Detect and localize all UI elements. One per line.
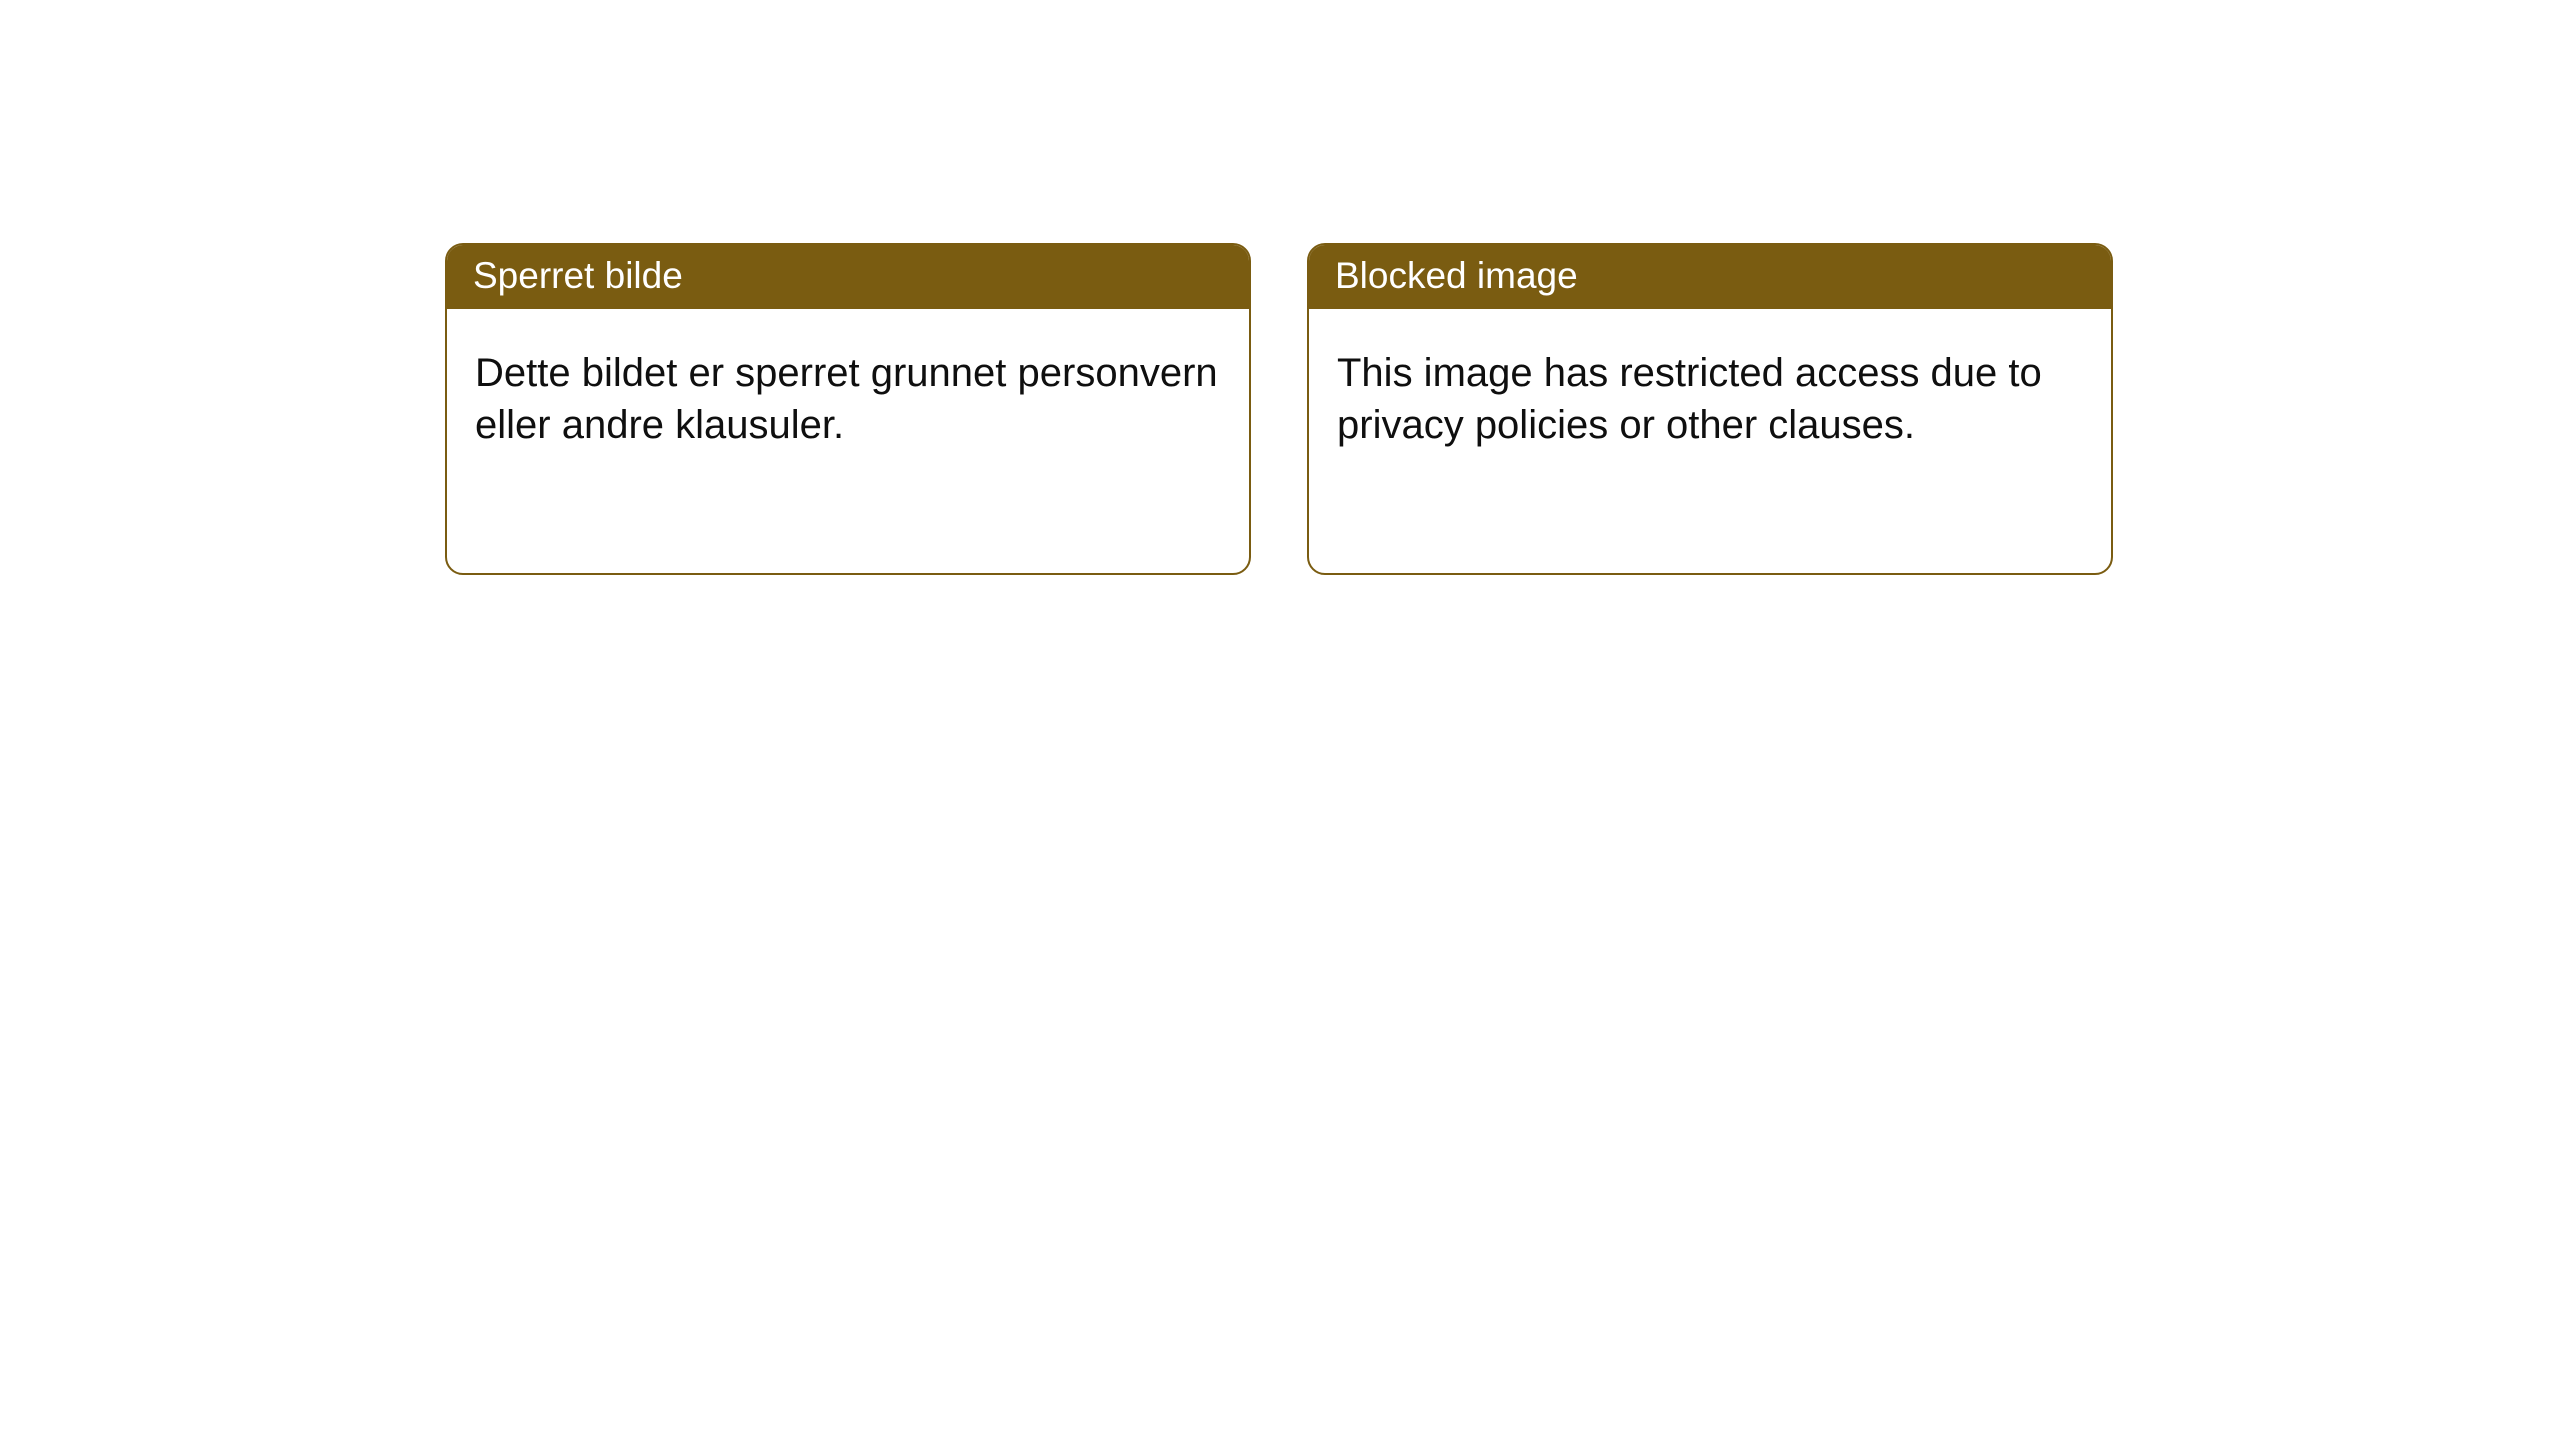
notice-header: Sperret bilde: [447, 245, 1249, 309]
notice-body: Dette bildet er sperret grunnet personve…: [447, 309, 1249, 479]
notice-box-norwegian: Sperret bilde Dette bildet er sperret gr…: [445, 243, 1251, 575]
notice-body: This image has restricted access due to …: [1309, 309, 2111, 479]
notice-header: Blocked image: [1309, 245, 2111, 309]
notice-box-english: Blocked image This image has restricted …: [1307, 243, 2113, 575]
notice-container: Sperret bilde Dette bildet er sperret gr…: [0, 0, 2560, 575]
